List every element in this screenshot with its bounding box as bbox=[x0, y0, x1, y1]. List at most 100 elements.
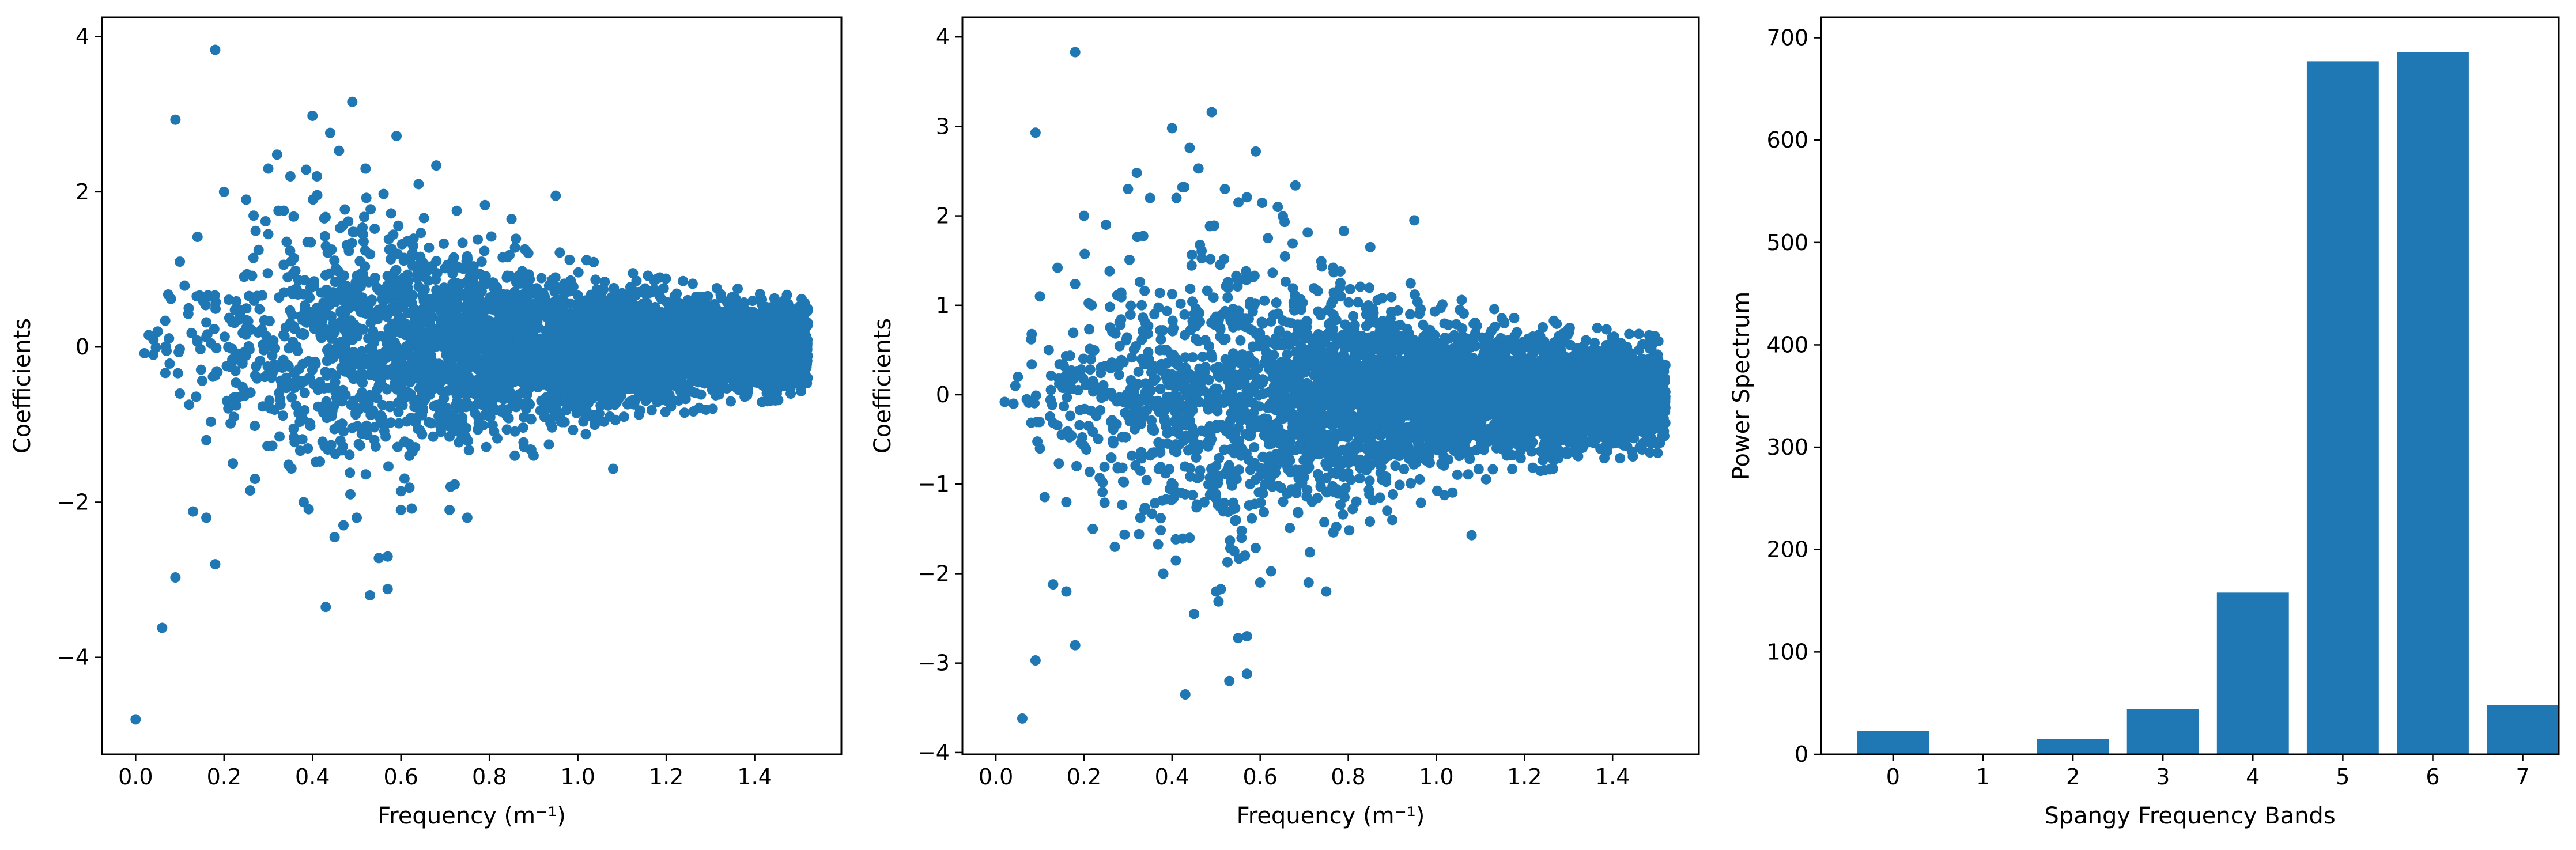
scatter-point bbox=[263, 229, 274, 240]
scatter-point bbox=[269, 362, 279, 373]
scatter-point bbox=[340, 357, 351, 368]
scatter-point bbox=[486, 231, 497, 242]
scatter-point bbox=[360, 469, 371, 480]
scatter-point bbox=[337, 418, 348, 429]
scatter-point bbox=[489, 290, 500, 301]
scatter-point bbox=[382, 270, 393, 281]
scatter-point bbox=[707, 384, 717, 395]
scatter-point bbox=[278, 259, 289, 270]
scatter-point bbox=[410, 304, 421, 315]
scatter-point bbox=[474, 294, 485, 305]
scatter-point bbox=[509, 426, 520, 437]
scatter-point bbox=[734, 377, 745, 388]
scatter-point bbox=[775, 304, 786, 315]
scatter-point bbox=[581, 255, 592, 266]
scatter-point bbox=[428, 431, 439, 442]
scatter-point bbox=[386, 281, 397, 292]
scatter-point bbox=[283, 459, 294, 470]
scatter-point bbox=[417, 429, 428, 440]
scatter-point bbox=[702, 290, 713, 301]
scatter-point bbox=[568, 425, 579, 436]
scatter-point bbox=[472, 398, 483, 409]
scatter-point bbox=[511, 233, 522, 244]
scatter-point bbox=[757, 396, 768, 407]
scatter-point bbox=[473, 234, 484, 245]
scatter-point bbox=[463, 445, 474, 456]
scatter-point bbox=[390, 337, 401, 348]
scatter-point bbox=[479, 245, 490, 256]
scatter-point bbox=[291, 374, 302, 385]
scatter-point bbox=[299, 313, 310, 324]
scatter-point bbox=[260, 342, 271, 353]
scatter-point bbox=[248, 252, 259, 263]
scatter-point bbox=[591, 284, 602, 295]
scatter-point bbox=[436, 376, 447, 387]
scatter-point bbox=[531, 283, 542, 294]
scatter-point bbox=[451, 205, 462, 216]
scatter-point bbox=[201, 331, 212, 342]
scatter-point bbox=[338, 520, 349, 531]
scatter-point bbox=[484, 394, 495, 405]
scatter-point bbox=[186, 327, 197, 338]
scatter-point bbox=[303, 443, 313, 454]
scatter-point bbox=[262, 268, 273, 279]
scatter-point bbox=[339, 204, 350, 215]
scatter-point bbox=[160, 315, 171, 326]
scatter-point bbox=[519, 244, 530, 255]
scatter-point bbox=[617, 288, 628, 299]
scatter-point bbox=[265, 403, 276, 414]
scatter-point bbox=[377, 293, 388, 304]
scatter-point bbox=[335, 435, 346, 446]
scatter-point bbox=[462, 251, 473, 262]
scatter-point bbox=[278, 205, 289, 216]
scatter-point bbox=[315, 304, 326, 315]
scatter-point bbox=[630, 289, 641, 300]
scatter-point bbox=[454, 437, 464, 448]
scatter-point bbox=[318, 401, 329, 411]
scatter-point bbox=[322, 413, 333, 424]
scatter-point bbox=[595, 400, 606, 411]
scatter-point bbox=[164, 358, 175, 369]
scatter-point bbox=[382, 344, 392, 355]
scatter-point bbox=[210, 297, 221, 308]
scatter-point bbox=[448, 281, 459, 292]
scatter-point bbox=[649, 275, 660, 286]
scatter-point bbox=[298, 289, 309, 300]
scatter-point bbox=[395, 486, 406, 497]
scatter-point bbox=[514, 388, 525, 399]
scatter-point bbox=[587, 300, 598, 311]
scatter-point bbox=[457, 338, 468, 349]
scatter-point bbox=[761, 302, 772, 313]
scatter-point bbox=[362, 356, 373, 367]
scatter-point bbox=[439, 238, 450, 249]
scatter-point bbox=[660, 406, 671, 417]
scatter-point bbox=[307, 365, 318, 376]
scatter-point bbox=[693, 292, 704, 303]
scatter-point bbox=[481, 441, 492, 452]
scatter-point bbox=[394, 418, 405, 429]
scatter-point bbox=[456, 417, 467, 428]
scatter-point bbox=[477, 364, 488, 375]
scatter-point bbox=[172, 368, 183, 379]
scatter-point bbox=[441, 410, 452, 421]
scatter-point bbox=[580, 356, 591, 367]
scatter-point bbox=[179, 280, 190, 291]
scatter-point bbox=[330, 290, 341, 301]
scatter-point bbox=[554, 294, 565, 305]
scatter-point bbox=[503, 382, 514, 393]
scatter-point bbox=[773, 395, 784, 406]
scatter-point bbox=[489, 405, 500, 415]
scatter-point bbox=[651, 362, 662, 373]
scatter-point bbox=[305, 421, 316, 432]
scatter-point bbox=[435, 420, 445, 430]
scatter-point bbox=[259, 372, 270, 383]
scatter-point bbox=[505, 324, 516, 335]
scatter-point bbox=[286, 392, 297, 403]
scatter-point bbox=[469, 382, 479, 393]
scatter-point bbox=[518, 368, 528, 379]
scatter-point bbox=[275, 375, 286, 386]
scatter-point bbox=[326, 440, 337, 451]
scatter-point bbox=[488, 346, 498, 357]
scatter-point bbox=[647, 377, 658, 388]
scatter-point bbox=[319, 383, 330, 394]
